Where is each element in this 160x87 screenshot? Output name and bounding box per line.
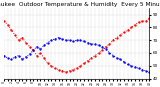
Title: Milwaukee  Outdoor Temperature & Humidity  Every 5 Minutes: Milwaukee Outdoor Temperature & Humidity…: [0, 2, 160, 7]
